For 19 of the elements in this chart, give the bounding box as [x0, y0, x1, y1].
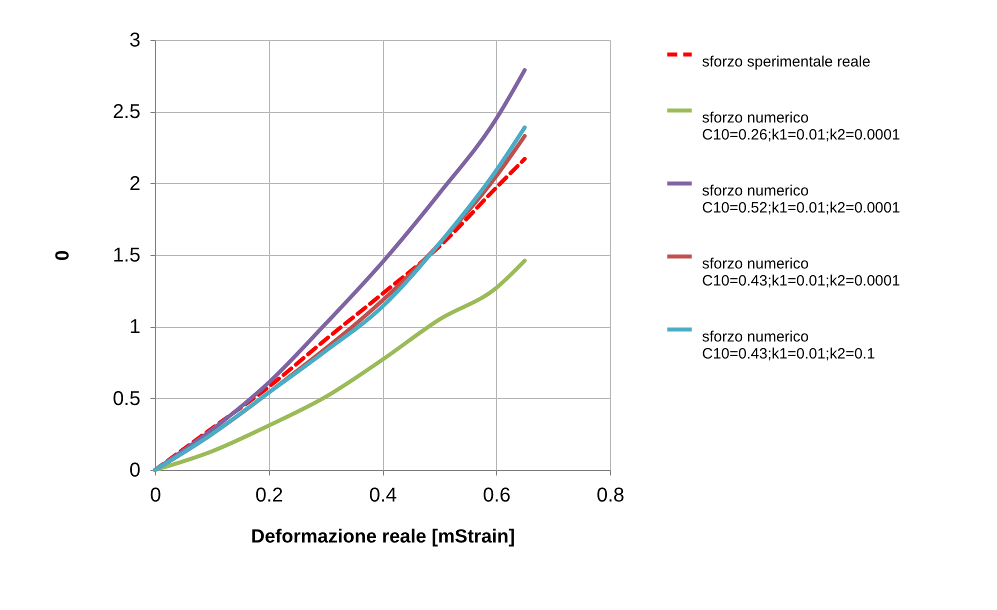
y-tick-label: 0.5: [112, 388, 140, 410]
legend-label: sforzo numerico C10=0.43;k1=0.01;k2=0.1: [702, 328, 876, 362]
x-tick-label: 0.8: [596, 484, 624, 506]
x-tick-label: 0.2: [255, 484, 284, 506]
y-axis-title: 0: [52, 250, 74, 261]
y-tick-label: 3: [129, 30, 140, 52]
x-axis-title: Deformazione reale [mStrain]: [251, 526, 515, 548]
legend-label: sforzo numerico C10=0.52;k1=0.01;k2=0.0001: [702, 182, 900, 216]
x-tick-label: 0.6: [482, 484, 511, 506]
y-tick-label: 2: [129, 172, 140, 195]
y-tick-label: 1: [129, 316, 140, 338]
y-tick-label: 2.5: [112, 101, 140, 124]
x-tick-label: 0.4: [369, 484, 397, 506]
y-tick-label: 0: [129, 460, 140, 482]
y-tick-label: 1.5: [112, 244, 140, 266]
legend-label: sforzo numerico C10=0.26;k1=0.01;k2=0.0001: [702, 110, 900, 144]
legend-label: sforzo sperimentale reale: [702, 54, 870, 70]
legend-label: sforzo numerico C10=0.43;k1=0.01;k2=0.0001: [702, 256, 900, 290]
x-tick-label: 0: [150, 484, 162, 506]
